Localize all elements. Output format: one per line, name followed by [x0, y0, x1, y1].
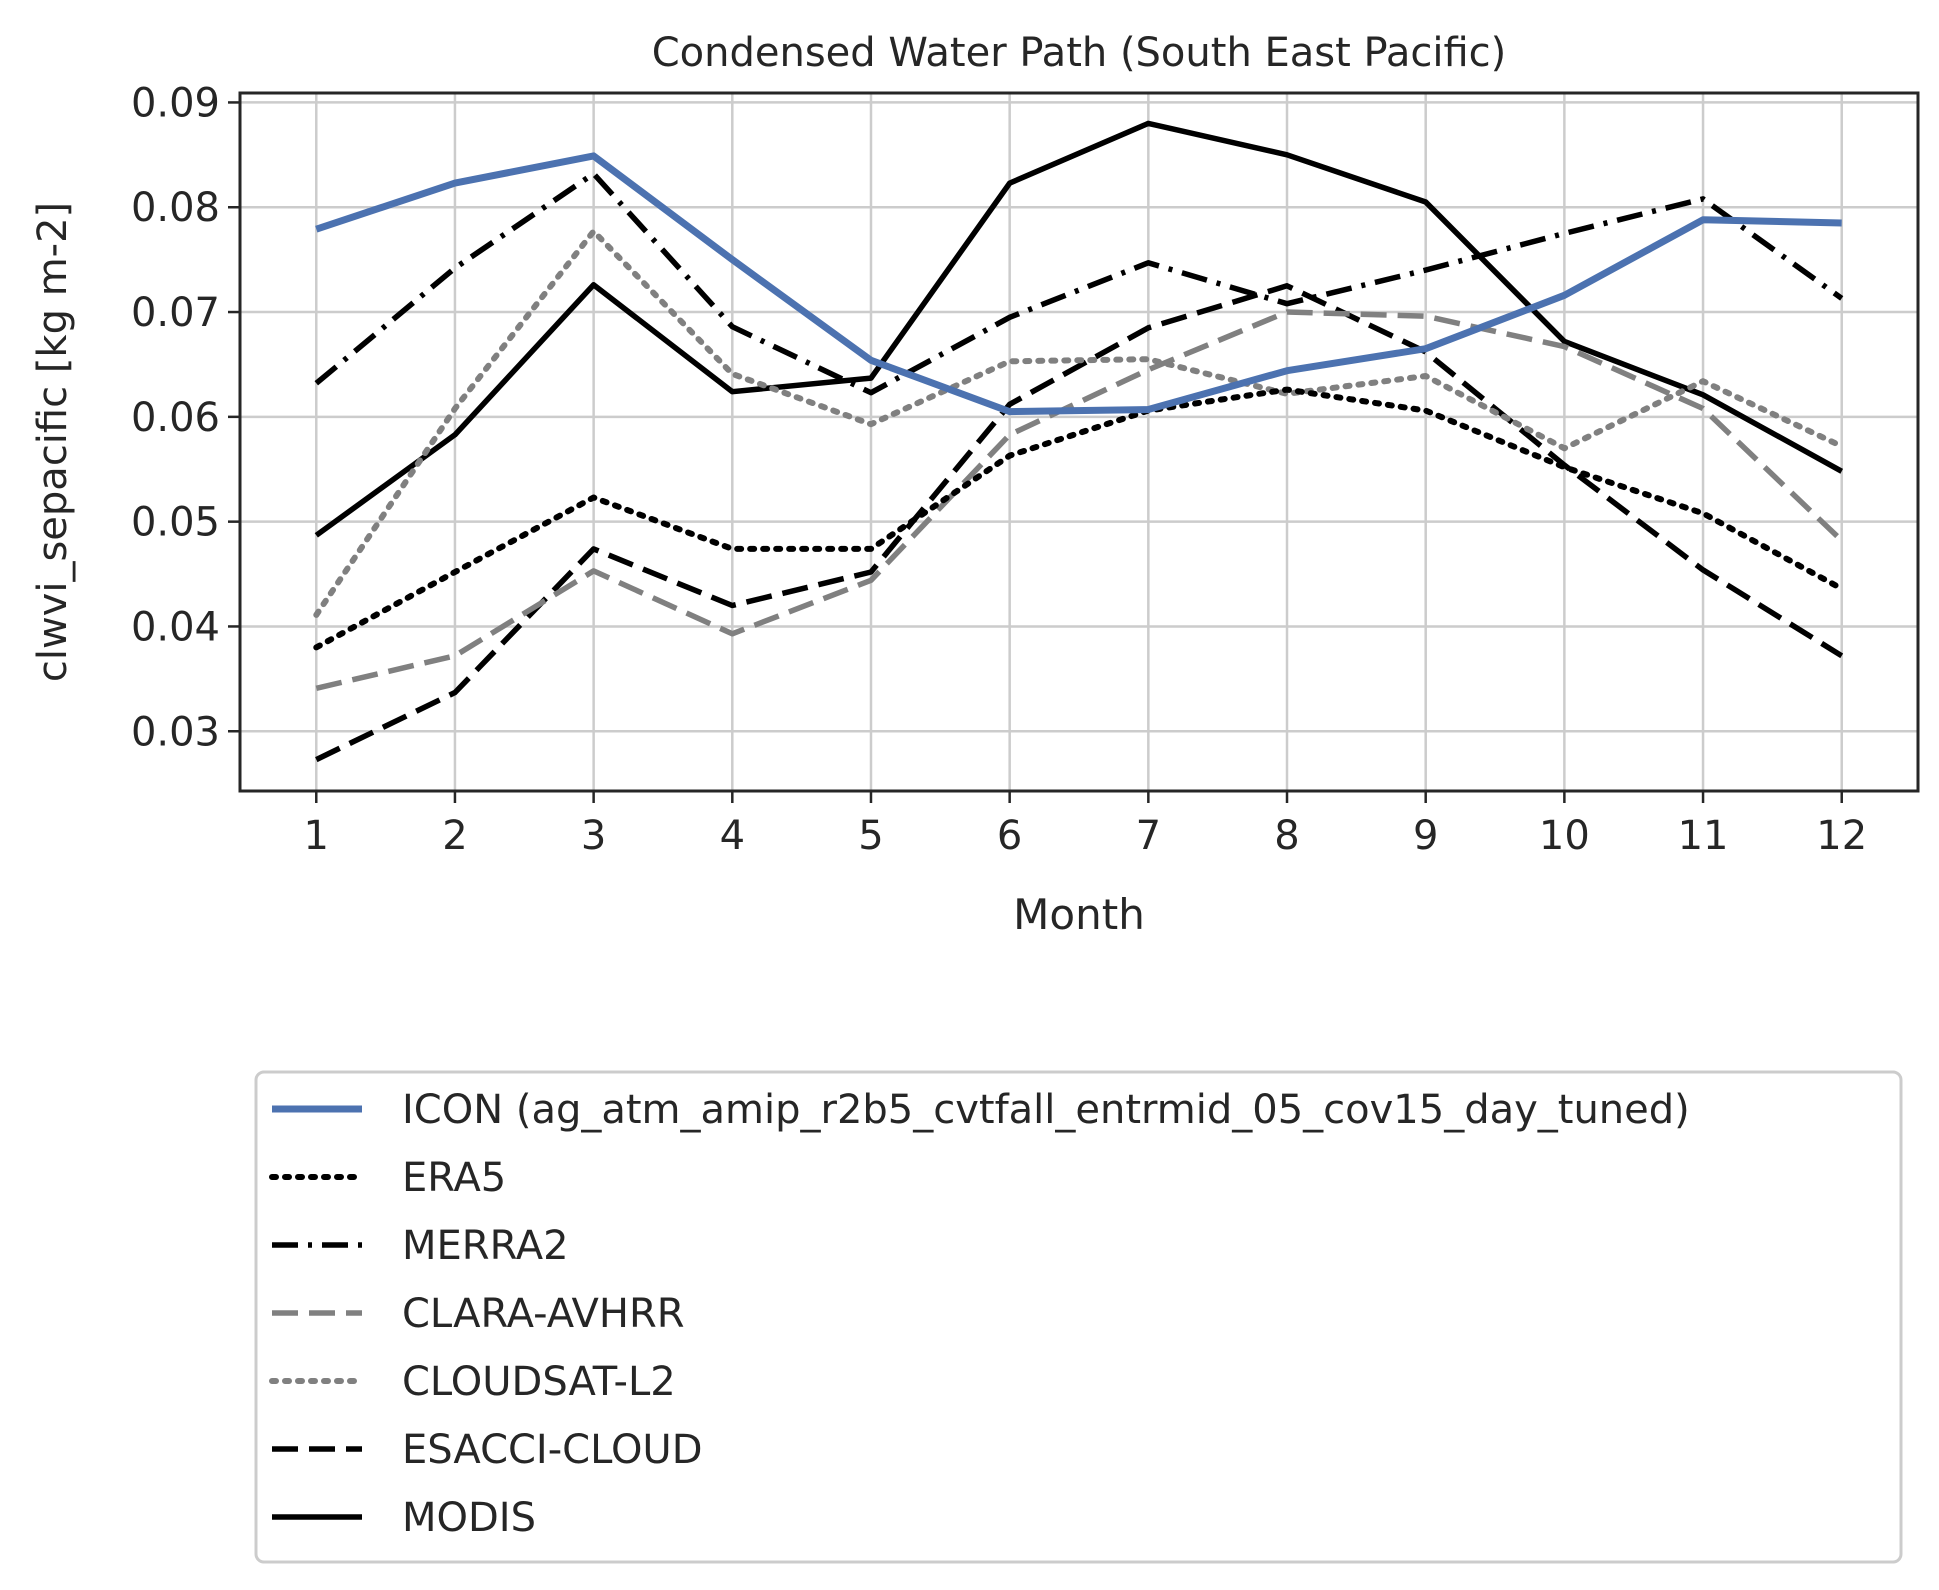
y-tick-label: 0.05	[131, 500, 220, 546]
legend-label: CLARA-AVHRR	[402, 1291, 685, 1337]
x-tick-label: 5	[858, 813, 883, 859]
legend-label: CLOUDSAT-L2	[402, 1359, 676, 1405]
legend-label: MODIS	[402, 1495, 536, 1541]
x-tick-label: 6	[997, 813, 1022, 859]
y-tick-label: 0.09	[131, 80, 220, 126]
y-tick-label: 0.07	[131, 290, 220, 336]
legend-label: ESACCI-CLOUD	[402, 1427, 703, 1473]
x-tick-label: 9	[1413, 813, 1438, 859]
legend: ICON (ag_atm_amip_r2b5_cvtfall_entrmid_0…	[254, 1070, 1903, 1564]
x-axis-label: Month	[1013, 890, 1145, 939]
y-tick-label: 0.08	[131, 185, 220, 231]
y-tick-label: 0.04	[131, 604, 220, 650]
x-tick-label: 8	[1274, 813, 1299, 859]
x-tick-label: 7	[1136, 813, 1161, 859]
series-line	[315, 283, 1844, 763]
y-axis-label: clwvi_sepacific [kg m-2]	[30, 202, 76, 682]
chart-title: Condensed Water Path (South East Pacific…	[652, 30, 1507, 76]
legend-label: MERRA2	[402, 1223, 569, 1269]
series-line	[315, 152, 1842, 416]
plot-frame	[238, 91, 1920, 793]
x-tick-label: 4	[720, 813, 745, 859]
legend-frame	[254, 1070, 1903, 1564]
series-line	[313, 228, 1845, 618]
series-line	[314, 120, 1844, 538]
legend-label: ERA5	[402, 1155, 506, 1201]
series-line	[314, 170, 1844, 396]
x-tick-label: 1	[304, 813, 329, 859]
x-tick-label: 11	[1678, 813, 1729, 859]
x-tick-label: 10	[1539, 813, 1590, 859]
y-tick-label: 0.06	[131, 395, 220, 441]
legend-label: ICON (ag_atm_amip_r2b5_cvtfall_entrmid_0…	[402, 1087, 1690, 1133]
series-line	[313, 386, 1845, 651]
x-tick-label: 2	[442, 813, 467, 859]
x-tick-label: 3	[581, 813, 606, 859]
series-line	[315, 309, 1844, 691]
y-tick-label: 0.03	[131, 709, 220, 755]
x-tick-label: 12	[1816, 813, 1867, 859]
